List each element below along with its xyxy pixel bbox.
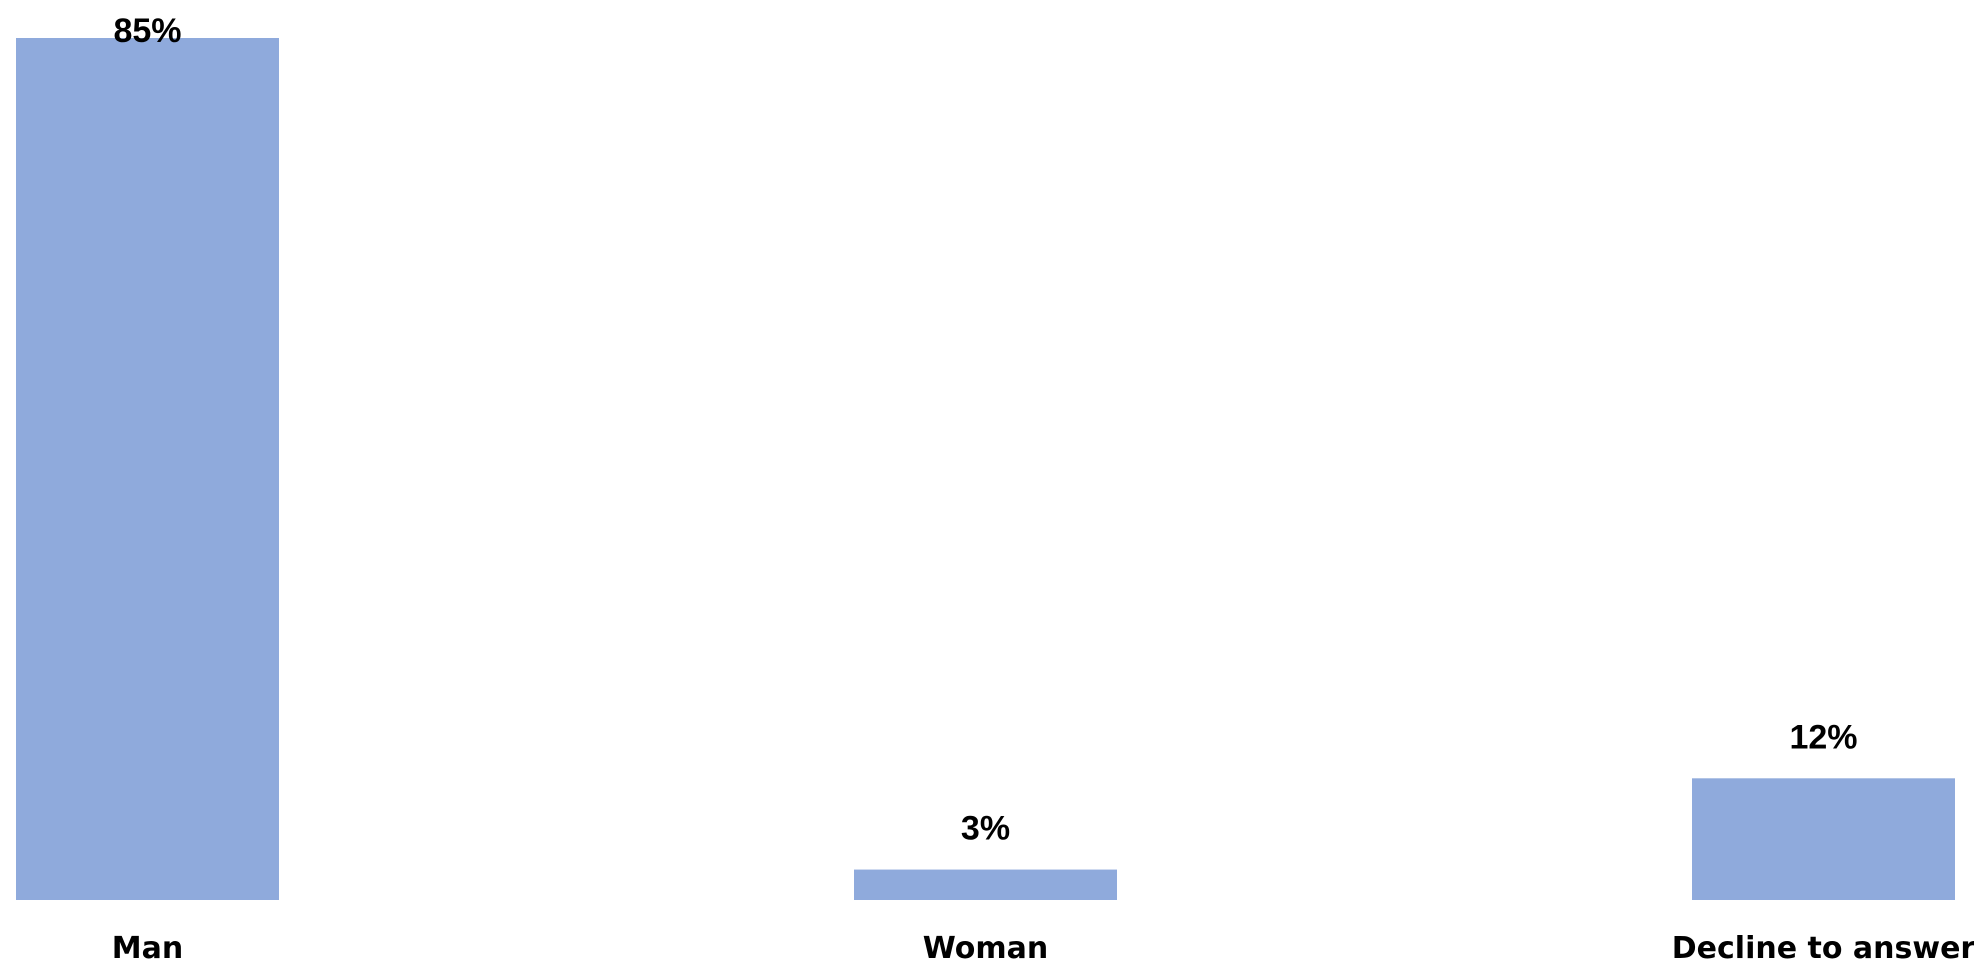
value-labels-layer: 85% 3% 12% xyxy=(113,12,1857,848)
bar-woman xyxy=(854,869,1117,900)
category-label: Decline to answer xyxy=(1672,931,1974,966)
category-label: Man xyxy=(112,931,183,966)
value-label: 85% xyxy=(113,12,181,50)
category-labels-layer: Man Woman Decline to answer xyxy=(112,931,1974,966)
value-label: 3% xyxy=(961,810,1010,848)
category-label: Woman xyxy=(923,931,1049,966)
bar-decline-to-answer xyxy=(1692,778,1955,900)
bar-man xyxy=(16,38,279,900)
value-label: 12% xyxy=(1789,718,1857,756)
bars-layer xyxy=(16,38,1955,900)
